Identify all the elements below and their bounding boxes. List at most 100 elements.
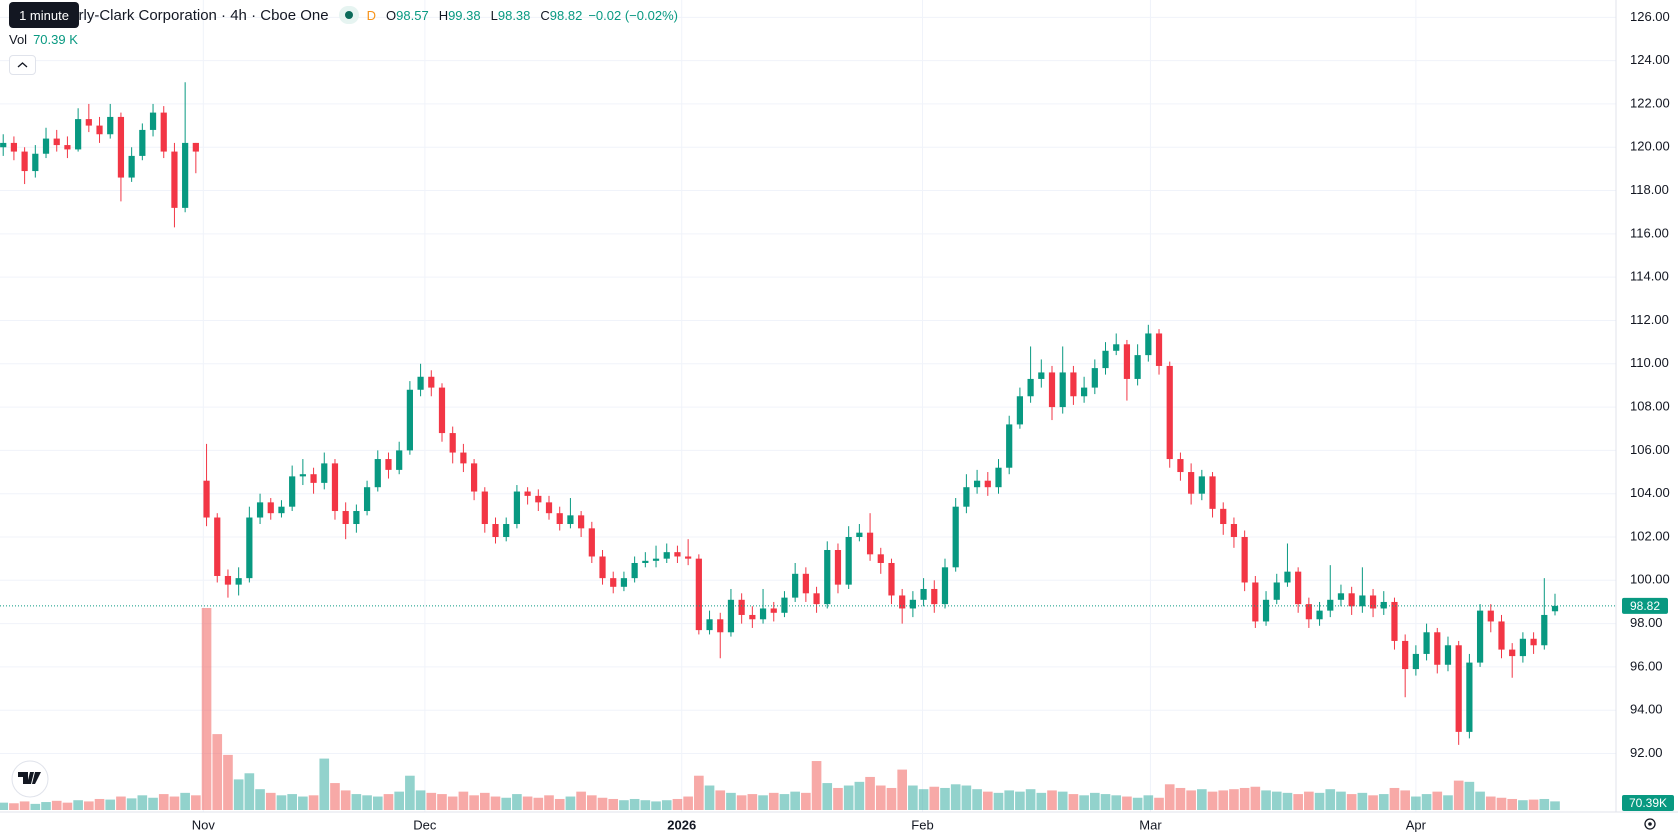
volume-bar bbox=[1089, 792, 1100, 810]
volume-bar bbox=[233, 779, 244, 810]
candle-body bbox=[535, 495, 542, 503]
candle-body bbox=[556, 513, 563, 525]
collapse-button[interactable] bbox=[9, 55, 36, 75]
candle-body bbox=[781, 597, 788, 613]
volume-bar bbox=[1025, 789, 1036, 810]
volume-key: Vol bbox=[9, 32, 28, 47]
volume-legend: Vol 70.39 K bbox=[9, 32, 78, 47]
candle-body bbox=[53, 138, 60, 146]
candle-body bbox=[1016, 396, 1024, 425]
gear-ring[interactable] bbox=[1644, 818, 1656, 830]
volume-bar bbox=[961, 785, 972, 810]
volume-bar bbox=[801, 792, 811, 810]
volume-bar bbox=[1229, 789, 1239, 810]
candle-body bbox=[1541, 614, 1548, 646]
volume-bar bbox=[362, 795, 372, 810]
candle-body bbox=[310, 474, 317, 483]
candle-body bbox=[1177, 459, 1184, 473]
candle-body bbox=[0, 142, 7, 148]
volume-bar bbox=[672, 798, 683, 810]
y-tick-label: 92.00 bbox=[1630, 745, 1663, 760]
volume-bar bbox=[276, 795, 287, 810]
candle-body bbox=[428, 376, 435, 388]
candle-body bbox=[1102, 350, 1109, 369]
candle-body bbox=[995, 467, 1002, 488]
volume-bar bbox=[1411, 796, 1421, 810]
y-tick-label: 104.00 bbox=[1630, 485, 1670, 500]
volume-bar bbox=[651, 801, 661, 810]
x-tick-label: 2026 bbox=[667, 817, 696, 832]
candle-body bbox=[856, 532, 863, 538]
volume-bar bbox=[437, 794, 447, 810]
candle-body bbox=[171, 151, 178, 208]
grid bbox=[0, 0, 1616, 812]
volume-bar bbox=[372, 796, 383, 810]
volume-bar bbox=[383, 794, 394, 810]
tradingview-logo[interactable] bbox=[11, 760, 49, 798]
volume-bar bbox=[1207, 791, 1218, 810]
candle-body bbox=[963, 487, 970, 507]
candle-body bbox=[470, 463, 478, 492]
volume-bar bbox=[212, 734, 223, 810]
volume-bar bbox=[565, 796, 576, 810]
candle-body bbox=[1230, 524, 1238, 538]
volume-bar bbox=[940, 787, 950, 810]
candle-body bbox=[1123, 344, 1131, 379]
volume-bar bbox=[1400, 790, 1410, 810]
y-tick-label: 106.00 bbox=[1630, 442, 1670, 457]
x-tick-label: Feb bbox=[911, 817, 933, 832]
candle-body bbox=[363, 487, 371, 512]
volume-bar bbox=[908, 785, 918, 810]
candle-body bbox=[139, 129, 146, 156]
volume-bar bbox=[715, 790, 726, 810]
volume-bar bbox=[1047, 790, 1057, 810]
last-price-badge bbox=[1622, 597, 1668, 614]
market-status[interactable] bbox=[338, 6, 359, 24]
candle-body bbox=[941, 567, 949, 605]
candle-body bbox=[1059, 372, 1066, 408]
volume-bar bbox=[137, 795, 148, 810]
candle-body bbox=[449, 433, 456, 453]
volume-bar bbox=[1271, 791, 1282, 810]
volume-bar bbox=[223, 754, 233, 810]
candle-body bbox=[877, 554, 884, 563]
volume-bar bbox=[875, 785, 886, 810]
candle-body bbox=[1412, 653, 1419, 670]
candle-body bbox=[1423, 632, 1430, 654]
tooltip: 1 minute bbox=[9, 2, 79, 28]
low-key: L bbox=[490, 7, 498, 23]
candle-body bbox=[1166, 365, 1173, 460]
symbol-title[interactable]: Kimberly-Clark Corporation · 4h · Cboe O… bbox=[36, 6, 329, 24]
candle-body bbox=[481, 491, 488, 525]
candle-body bbox=[1209, 476, 1216, 509]
candle-body bbox=[524, 491, 531, 496]
candle-body bbox=[1327, 599, 1334, 611]
low-value: 98.38 bbox=[497, 7, 531, 23]
candle-body bbox=[1348, 593, 1355, 607]
candle-body bbox=[406, 389, 413, 451]
volume-badge bbox=[1622, 795, 1674, 811]
y-tick-label: 94.00 bbox=[1630, 702, 1663, 717]
volume-bar bbox=[1346, 794, 1357, 810]
y-tick-label: 116.00 bbox=[1630, 225, 1669, 240]
volume-bar bbox=[287, 794, 297, 810]
volume-bar bbox=[158, 794, 169, 810]
volume-bar bbox=[1015, 791, 1025, 810]
candle-body bbox=[267, 502, 274, 514]
candle-body bbox=[706, 619, 713, 631]
volume-bar bbox=[726, 792, 736, 810]
volume-bar bbox=[1186, 790, 1196, 810]
volume-bar bbox=[1175, 787, 1186, 810]
candle-body bbox=[331, 463, 339, 512]
candle-body bbox=[1455, 645, 1462, 732]
volume-bar bbox=[576, 791, 586, 810]
candle-body bbox=[289, 476, 296, 507]
volume-bar bbox=[972, 789, 982, 810]
candle-body bbox=[652, 558, 660, 561]
volume-bar bbox=[544, 795, 554, 810]
settings-icon[interactable] bbox=[1644, 818, 1656, 830]
volume-bar bbox=[1518, 800, 1528, 810]
candle-body bbox=[128, 155, 135, 178]
volume-bar bbox=[1314, 792, 1325, 810]
